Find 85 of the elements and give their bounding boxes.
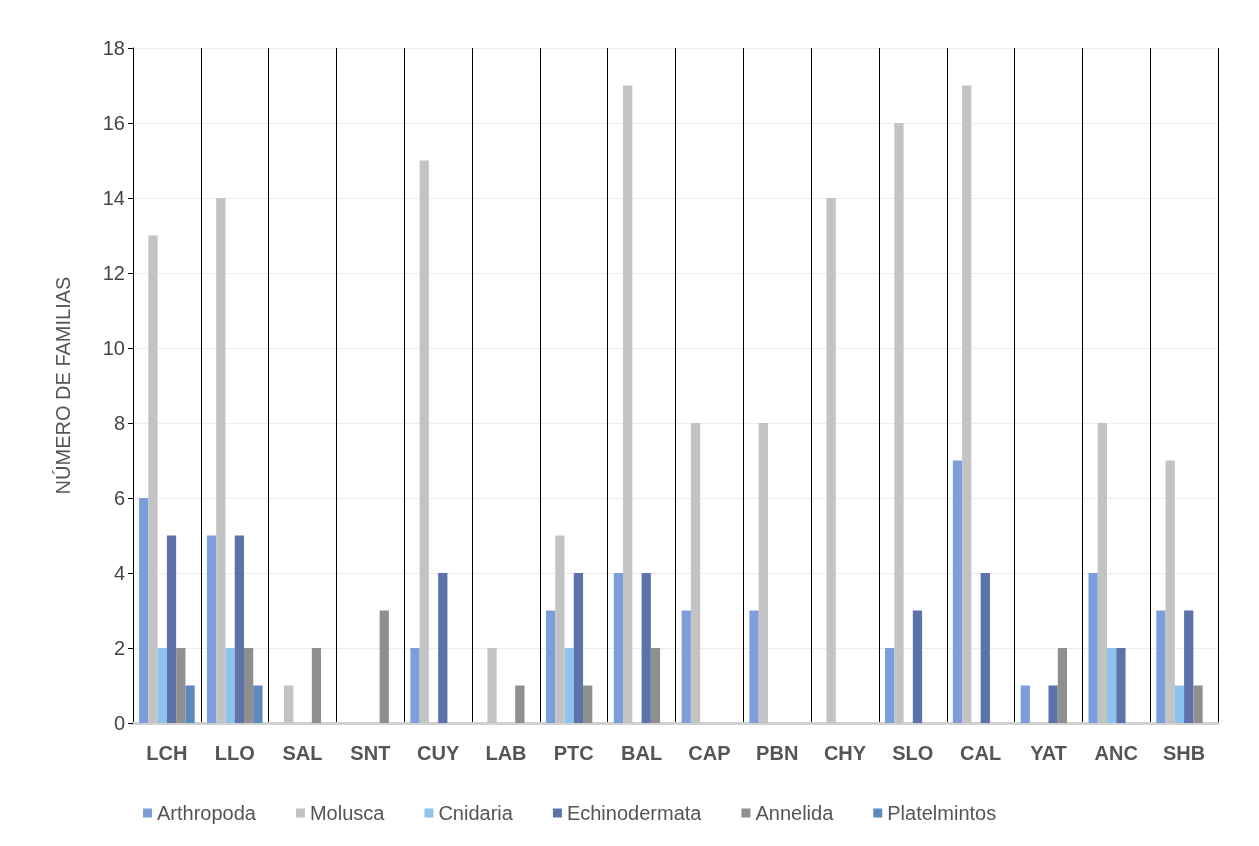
bar [564, 648, 574, 723]
bar [613, 573, 624, 723]
y-tick-label: 2 [113, 637, 125, 659]
bar [1088, 573, 1098, 723]
bar [1156, 610, 1166, 723]
x-tick-label: LLO [214, 742, 255, 764]
bar [1048, 685, 1058, 723]
bar [894, 123, 904, 723]
legend-label: Cnidaria [438, 802, 514, 824]
x-tick-label: BAL [621, 742, 663, 764]
x-tick-label: PTC [553, 742, 594, 764]
y-tick-label: 6 [113, 487, 125, 509]
legend-label: Arthropoda [157, 802, 257, 824]
x-tick-label: SHB [1162, 742, 1206, 764]
bar [206, 535, 217, 723]
x-tick-label: CAL [960, 742, 1002, 764]
bar [545, 610, 556, 723]
bar [379, 610, 389, 723]
bar [1193, 685, 1203, 723]
bar [1057, 648, 1067, 723]
bar [980, 573, 990, 723]
bar [419, 160, 429, 723]
bar [885, 648, 895, 723]
x-tick-label: ANC [1094, 742, 1138, 764]
bar [1116, 648, 1126, 723]
bar [1097, 423, 1108, 723]
bar [681, 610, 691, 723]
bar [487, 648, 497, 723]
x-tick-label: SAL [282, 742, 323, 764]
bar [515, 685, 525, 723]
y-axis-title: NÚMERO DE FAMILIAS [52, 276, 74, 495]
y-tick-label: 8 [113, 412, 125, 434]
bar [284, 685, 294, 723]
x-tick-label: YAT [1030, 742, 1067, 764]
y-tick-label: 0 [113, 712, 125, 734]
bar [1184, 610, 1194, 723]
y-tick-label: 16 [102, 112, 125, 134]
x-tick-label: CHY [823, 742, 867, 764]
bar [952, 460, 963, 723]
legend-label: Molusca [309, 802, 386, 824]
x-tick-label: CAP [688, 742, 731, 764]
bar [166, 535, 177, 723]
bar [573, 573, 584, 723]
y-tick-label: 10 [102, 337, 125, 359]
bar [1174, 685, 1185, 723]
bar [690, 423, 701, 723]
x-tick-label: PBN [756, 742, 799, 764]
x-tick-label: SNT [350, 742, 391, 764]
bar [749, 610, 759, 723]
bar [216, 198, 226, 723]
bar [962, 85, 972, 723]
bar [148, 235, 158, 723]
bar [758, 423, 768, 723]
bar [1107, 648, 1117, 723]
bar [555, 535, 565, 723]
bar [1165, 460, 1175, 723]
bar [139, 498, 149, 723]
bar [243, 648, 254, 723]
bar [438, 573, 448, 723]
y-tick-label: 12 [102, 262, 125, 284]
bar [185, 685, 195, 723]
bar [1020, 685, 1030, 723]
x-tick-label: SLO [892, 742, 934, 764]
bar [912, 610, 923, 723]
bar [410, 648, 420, 723]
legend-label: Annelida [755, 802, 835, 824]
legend-label: Echinodermata [566, 802, 703, 824]
bar [234, 535, 244, 723]
x-tick-label: CUY [417, 742, 460, 764]
bar [650, 648, 661, 723]
bar [253, 685, 263, 723]
bar [157, 648, 167, 723]
y-tick-label: 14 [102, 187, 125, 209]
y-tick-label: 18 [102, 37, 125, 59]
bar [641, 573, 651, 723]
bar [225, 648, 235, 723]
x-tick-label: LCH [146, 742, 188, 764]
legend-label: Platelmintos [887, 802, 997, 824]
y-tick-label: 4 [113, 562, 125, 584]
bar [311, 648, 322, 723]
bar [826, 198, 836, 723]
bar [623, 85, 633, 723]
x-tick-label: LAB [485, 742, 527, 764]
bar [583, 685, 593, 723]
bar [176, 648, 186, 723]
